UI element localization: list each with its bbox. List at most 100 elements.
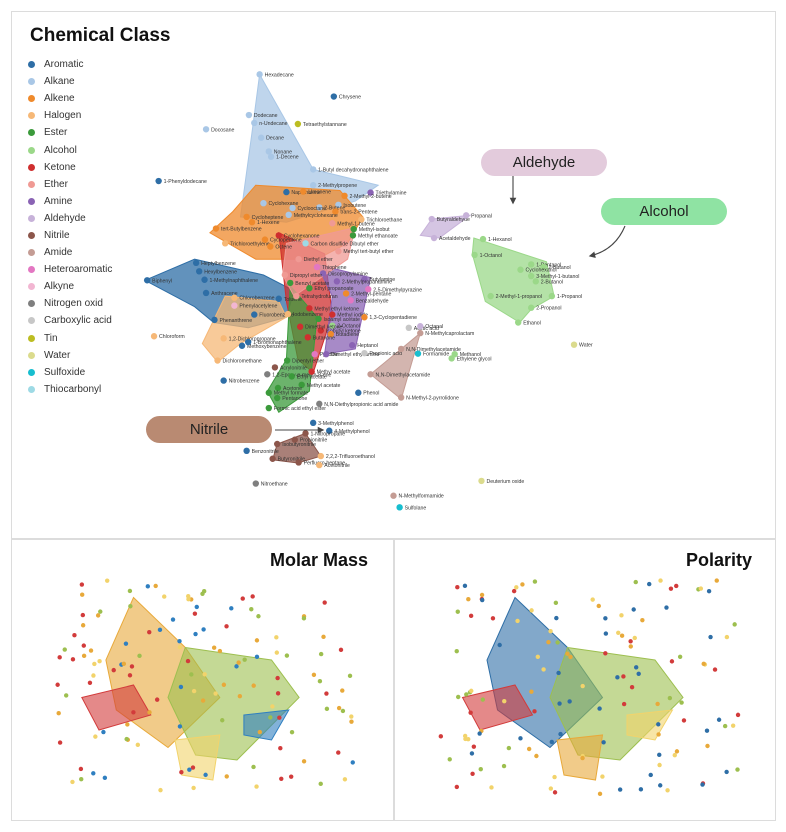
data-point [271, 364, 279, 371]
legend-swatch [28, 334, 35, 342]
data-point [275, 232, 282, 239]
sub-point [656, 722, 661, 727]
sub-point [178, 684, 184, 690]
data-point [309, 166, 317, 173]
point-label: Acetaldehyde [439, 236, 471, 242]
data-point [243, 447, 250, 455]
point-label: Butanone [313, 335, 335, 341]
data-point [350, 225, 357, 233]
point-label: Triethylamine [376, 191, 407, 197]
sub-point [274, 650, 280, 655]
polarity-panel-frame [394, 539, 776, 821]
sub-point [91, 771, 96, 776]
data-point [298, 381, 305, 389]
data-point [231, 302, 238, 309]
sub-point [284, 653, 290, 658]
sub-point [158, 787, 163, 793]
legend-item-water: Water [28, 347, 112, 364]
sub-point [470, 771, 475, 776]
sub-point [514, 585, 519, 590]
point-label: Dodecane [254, 113, 278, 119]
data-point [214, 357, 221, 364]
sub-point [455, 584, 460, 590]
data-point [202, 289, 210, 297]
sub-point [708, 634, 713, 640]
sub-point [211, 645, 217, 650]
point-label: Isobutene [343, 203, 366, 209]
sub-point [665, 788, 670, 793]
data-point [309, 182, 317, 189]
point-label: Cyclooctane [298, 206, 327, 212]
sub-point [621, 701, 627, 707]
legend-item-amine: Amine [28, 193, 112, 210]
tag-alcohol: Alcohol [601, 198, 727, 225]
data-point [355, 389, 362, 396]
point-label: Methylcyclohexane [294, 213, 338, 219]
point-label: Butadiene [336, 332, 359, 338]
point-label: 2-Propanol [536, 306, 561, 312]
data-point [548, 292, 556, 300]
sub-point [123, 641, 129, 646]
sub-point [655, 701, 660, 707]
point-label: 2-Methyl-pentane [351, 291, 391, 297]
data-point [212, 225, 220, 232]
legend-item-tin: Tin [28, 330, 112, 347]
legend-label: Sulfoxide [44, 366, 86, 378]
sub-point [638, 787, 644, 792]
point-label: Toluene [284, 297, 302, 303]
sub-point [87, 680, 93, 685]
data-point [335, 248, 342, 255]
data-point [361, 276, 368, 283]
sub-point [154, 697, 160, 702]
sub-point [724, 634, 730, 640]
sub-point [57, 655, 62, 660]
sub-point [454, 784, 460, 790]
sub-hull [556, 734, 604, 781]
data-point [238, 342, 246, 349]
data-point [283, 357, 291, 364]
point-label: 1-Propanol [557, 294, 582, 300]
point-label: Methyl-isobut [359, 227, 390, 233]
point-label: Acetic acid [414, 326, 439, 332]
point-label: Acetonitrile [324, 463, 350, 469]
legend-item-alkane: Alkane [28, 73, 112, 90]
sub-point [289, 729, 295, 735]
main-panel-frame [11, 11, 776, 539]
legend-swatch [28, 214, 35, 222]
sub-point [179, 770, 184, 775]
data-point [201, 276, 208, 283]
sub-point [520, 582, 525, 587]
point-label: Methyl ethanoate [358, 233, 398, 239]
alcohol-arrow [588, 225, 626, 258]
sub-point [631, 607, 636, 612]
sub-point [124, 736, 129, 742]
point-label: Methoxybenzene [247, 344, 287, 350]
sub-point [511, 588, 517, 594]
legend-swatch [28, 300, 35, 308]
data-point [257, 134, 265, 141]
sub-hull [626, 709, 674, 741]
point-label: N-Methylcaprolactam [425, 331, 474, 337]
sub-point [601, 740, 606, 745]
legend-item-carboxylic-acid: Carboxylic acid [28, 312, 112, 329]
point-label: Heptylbenzene [201, 261, 236, 267]
data-point [397, 345, 405, 353]
sub-point [101, 729, 106, 735]
data-point [316, 400, 323, 408]
sub-point [234, 664, 239, 669]
data-point [220, 335, 227, 342]
legend-item-amide: Amide [28, 244, 112, 261]
sub-point [732, 622, 737, 627]
sub-point [633, 579, 638, 585]
data-point [284, 310, 292, 318]
data-point [265, 389, 273, 396]
polarity-title: Polarity [686, 550, 753, 570]
data-point [528, 304, 535, 311]
point-label: Ethylene glycol [457, 356, 492, 362]
point-label: Chloroform [159, 334, 185, 340]
sub-point [469, 688, 474, 694]
point-label: Acrylonitrile [280, 365, 307, 371]
sub-point [321, 634, 326, 640]
sub-point [664, 605, 669, 610]
data-point [302, 430, 309, 437]
